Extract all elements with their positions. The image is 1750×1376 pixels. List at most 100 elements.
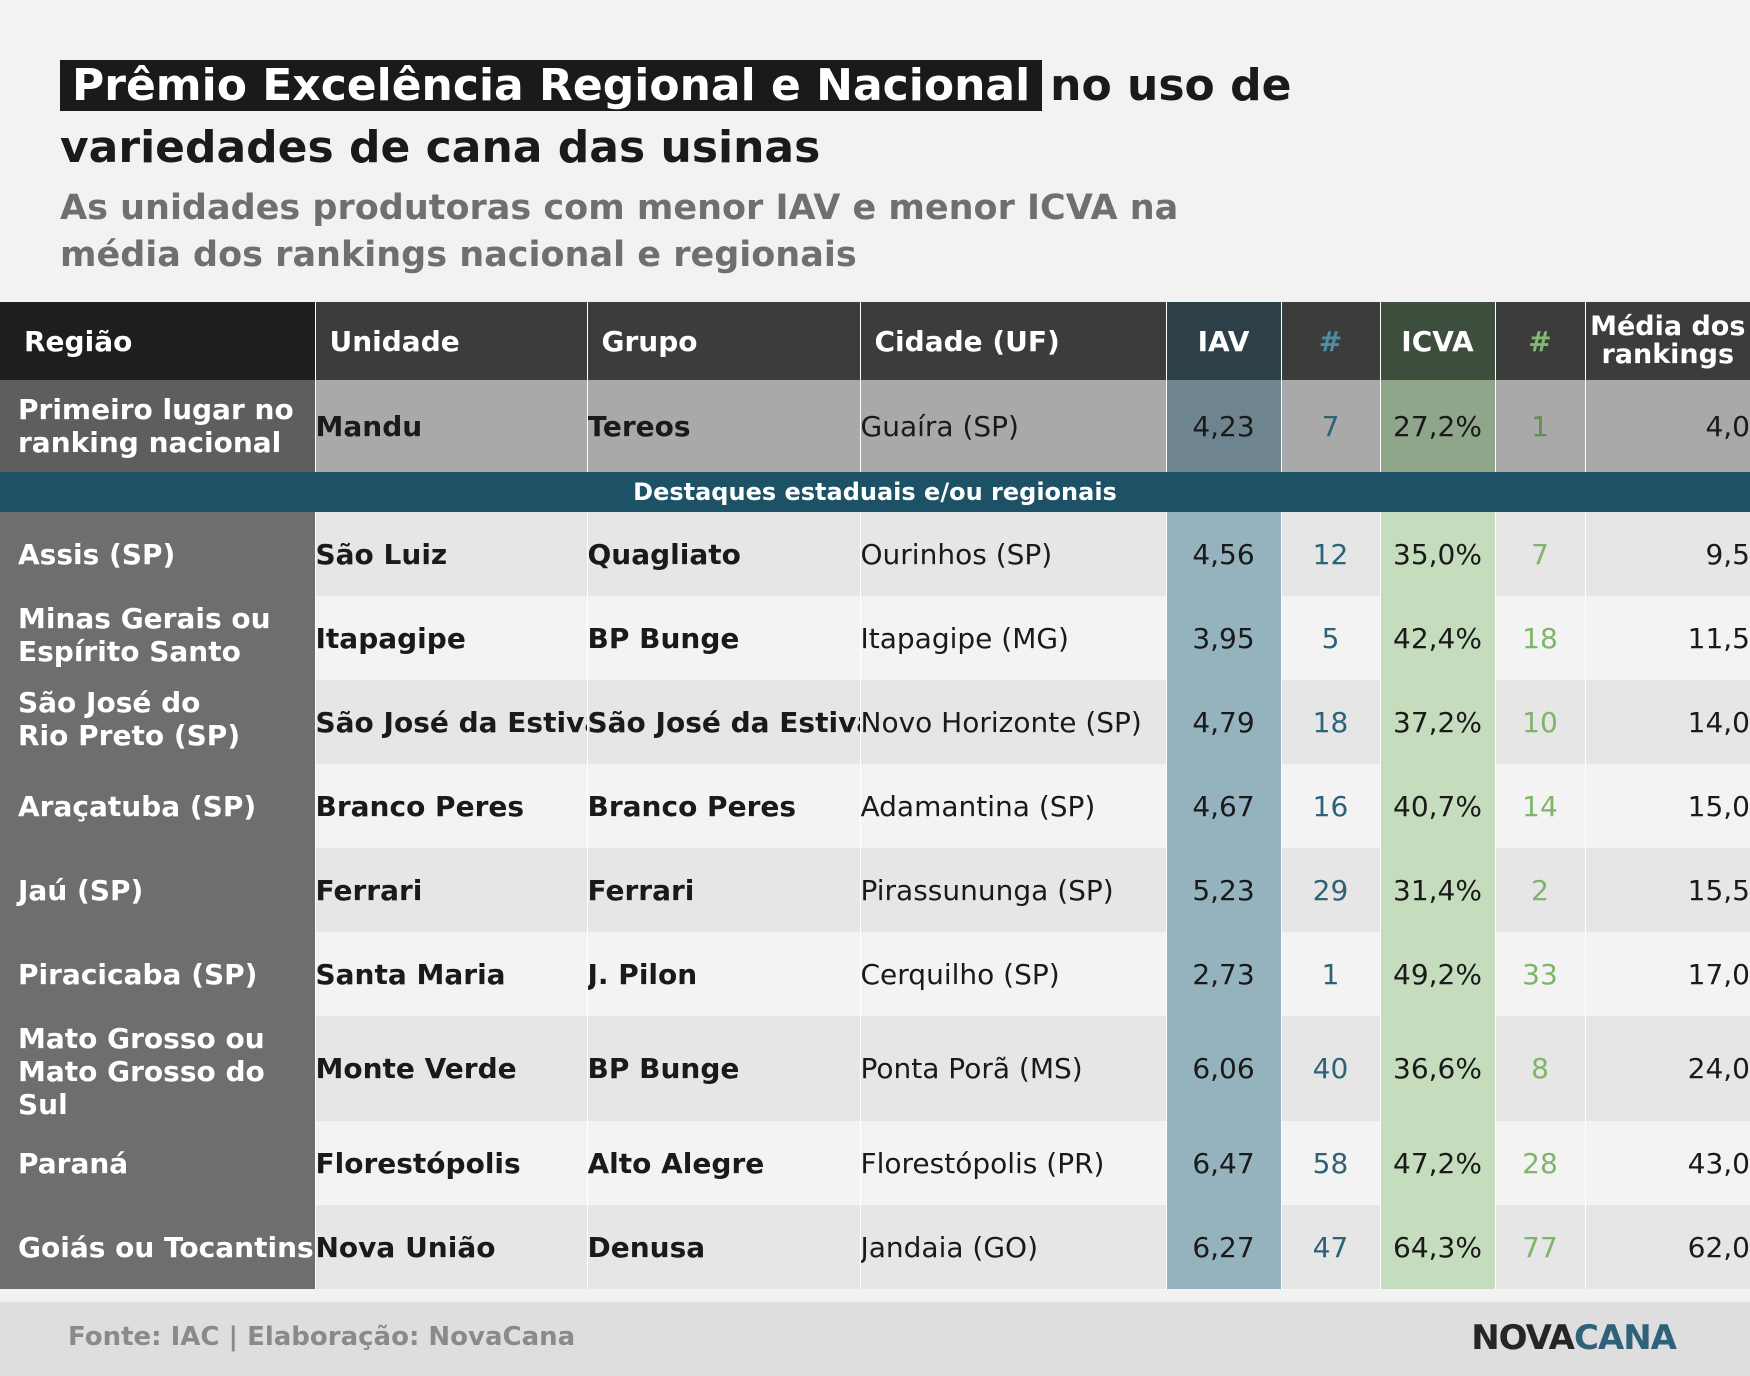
cell-media: 24,0 — [1585, 1016, 1750, 1121]
cell-cidade: Ponta Porã (MS) — [860, 1016, 1167, 1121]
cell-media: 15,0 — [1585, 764, 1750, 848]
header-icva: ICVA — [1380, 302, 1496, 380]
cell-regiao: São José do Rio Preto (SP) — [0, 680, 316, 764]
cell-grupo: BP Bunge — [587, 596, 861, 680]
cell-unidade: Monte Verde — [315, 1016, 588, 1121]
novacana-logo: NOVACANA — [1471, 1318, 1677, 1358]
table-row: Piracicaba (SP) Santa Maria J. Pilon Cerqui… — [0, 932, 1750, 1016]
logo-part-1: NOVA — [1471, 1318, 1575, 1358]
cell-regiao-line-1: Mato Grosso ou — [18, 1022, 265, 1055]
first-regiao-line-2: ranking nacional — [18, 426, 282, 459]
cell-cidade: Itapagipe (MG) — [860, 596, 1167, 680]
cell-regiao: Jaú (SP) — [0, 848, 316, 932]
cell-rank-icva: 2 — [1495, 848, 1586, 932]
cell-iav: 2,73 — [1166, 932, 1282, 1016]
cell-regiao: Minas Gerais ou Espírito Santo — [0, 596, 316, 680]
cell-regiao: Piracicaba (SP) — [0, 932, 316, 1016]
cell-rank-icva: 10 — [1495, 680, 1586, 764]
cell-cidade: Adamantina (SP) — [860, 764, 1167, 848]
cell-rank-iav: 58 — [1281, 1121, 1381, 1205]
cell-media: 43,0 — [1585, 1121, 1750, 1205]
cell-grupo: Ferrari — [587, 848, 861, 932]
cell-regiao: Goiás ou Tocantins — [0, 1205, 316, 1289]
cell-regiao-line-1: Assis (SP) — [18, 537, 176, 571]
header-rank-iav: # — [1281, 302, 1381, 380]
cell-rank-iav: 47 — [1281, 1205, 1381, 1289]
cell-unidade: Branco Peres — [315, 764, 588, 848]
cell-regiao: Mato Grosso ou Mato Grosso do Sul — [0, 1016, 316, 1121]
cell-regiao-line-1: Araçatuba (SP) — [18, 789, 257, 823]
cell-icva: 37,2% — [1380, 680, 1496, 764]
table-row: Minas Gerais ou Espírito Santo Itapagipe BP… — [0, 596, 1750, 680]
source-note: Fonte: IAC | Elaboração: NovaCana — [68, 1322, 576, 1352]
title-line-2: variedades de cana das usinas — [60, 122, 821, 173]
cell-icva: 40,7% — [1380, 764, 1496, 848]
cell-icva: 64,3% — [1380, 1205, 1496, 1289]
first-rank-icva: 1 — [1495, 380, 1586, 472]
first-place-row: Primeiro lugar no ranking nacional Mandu … — [0, 380, 1750, 472]
cell-rank-icva: 8 — [1495, 1016, 1586, 1121]
cell-unidade: Ferrari — [315, 848, 588, 932]
cell-icva: 47,2% — [1380, 1121, 1496, 1205]
cell-rank-icva: 28 — [1495, 1121, 1586, 1205]
title-rest: no uso de — [1050, 60, 1292, 111]
cell-regiao: Assis (SP) — [0, 512, 316, 596]
cell-grupo: Denusa — [587, 1205, 861, 1289]
cell-cidade: Florestópolis (PR) — [860, 1121, 1167, 1205]
logo-part-2: CANA — [1573, 1318, 1677, 1358]
subtitle-line-2: média dos rankings nacional e regionais — [60, 235, 857, 275]
cell-regiao-line-2: Espírito Santo — [18, 635, 241, 668]
title-highlight: Prêmio Excelência Regional e Nacional — [60, 60, 1043, 111]
cell-unidade: Nova União — [315, 1205, 588, 1289]
first-icva: 27,2% — [1380, 380, 1496, 472]
cell-rank-iav: 40 — [1281, 1016, 1381, 1121]
header: Prêmio Excelência Regional e Nacional no … — [60, 55, 1360, 279]
cell-cidade: Ourinhos (SP) — [860, 512, 1167, 596]
table-row: Goiás ou Tocantins Nova União Denusa Jandai… — [0, 1205, 1750, 1289]
cell-regiao: Araçatuba (SP) — [0, 764, 316, 848]
cell-iav: 6,06 — [1166, 1016, 1282, 1121]
cell-rank-iav: 16 — [1281, 764, 1381, 848]
cell-cidade: Novo Horizonte (SP) — [860, 680, 1167, 764]
cell-regiao-line-2: Rio Preto (SP) — [18, 719, 241, 752]
cell-media: 17,0 — [1585, 932, 1750, 1016]
cell-unidade: Santa Maria — [315, 932, 588, 1016]
cell-icva: 49,2% — [1380, 932, 1496, 1016]
cell-regiao-line-1: Goiás ou Tocantins — [18, 1230, 314, 1264]
cell-grupo: São José da Estiva — [587, 680, 861, 764]
first-regiao: Primeiro lugar no ranking nacional — [0, 380, 316, 472]
cell-grupo: Quagliato — [587, 512, 861, 596]
header-rank-icva: # — [1495, 302, 1586, 380]
cell-rank-iav: 5 — [1281, 596, 1381, 680]
subtitle-line-1: As unidades produtoras com menor IAV e m… — [60, 188, 1179, 228]
header-unidade: Unidade — [315, 302, 588, 380]
first-media: 4,0 — [1585, 380, 1750, 472]
cell-media: 15,5 — [1585, 848, 1750, 932]
header-cidade: Cidade (UF) — [860, 302, 1167, 380]
cell-grupo: Branco Peres — [587, 764, 861, 848]
table-row: Mato Grosso ou Mato Grosso do Sul Monte Ve… — [0, 1016, 1750, 1121]
cell-rank-iav: 29 — [1281, 848, 1381, 932]
cell-grupo: Alto Alegre — [587, 1121, 861, 1205]
cell-unidade: São José da Estiva — [315, 680, 588, 764]
cell-media: 9,5 — [1585, 512, 1750, 596]
first-iav: 4,23 — [1166, 380, 1282, 472]
first-cidade: Guaíra (SP) — [860, 380, 1167, 472]
cell-rank-iav: 18 — [1281, 680, 1381, 764]
cell-cidade: Pirassununga (SP) — [860, 848, 1167, 932]
cell-rank-icva: 77 — [1495, 1205, 1586, 1289]
table-row: Assis (SP) São Luiz Quagliato Ourinhos (SP)… — [0, 512, 1750, 596]
cell-regiao-line-1: Minas Gerais ou — [18, 602, 271, 635]
cell-unidade: Itapagipe — [315, 596, 588, 680]
cell-cidade: Cerquilho (SP) — [860, 932, 1167, 1016]
cell-icva: 35,0% — [1380, 512, 1496, 596]
cell-grupo: J. Pilon — [587, 932, 861, 1016]
header-grupo: Grupo — [587, 302, 861, 380]
cell-iav: 4,67 — [1166, 764, 1282, 848]
table-row: São José do Rio Preto (SP) São José da Est… — [0, 680, 1750, 764]
table-row: Paraná Florestópolis Alto Alegre Florestópo… — [0, 1121, 1750, 1205]
cell-rank-icva: 14 — [1495, 764, 1586, 848]
first-unidade: Mandu — [315, 380, 588, 472]
cell-media: 14,0 — [1585, 680, 1750, 764]
cell-cidade: Jandaia (GO) — [860, 1205, 1167, 1289]
